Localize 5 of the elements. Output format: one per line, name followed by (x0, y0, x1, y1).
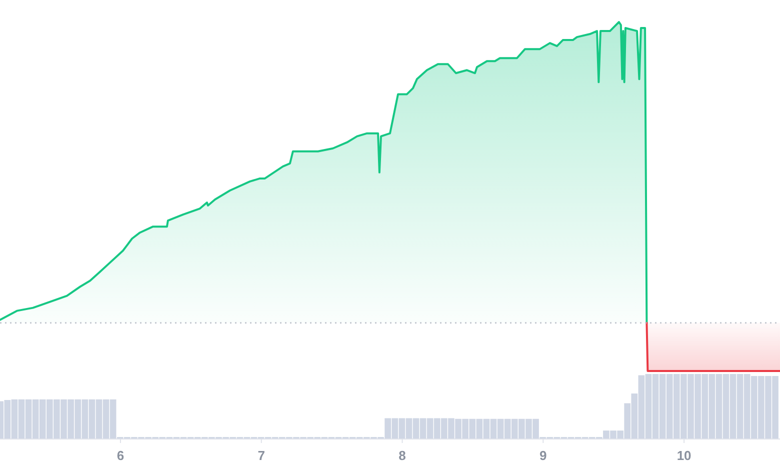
x-tick-label: 10 (676, 448, 692, 464)
x-tick-label: 6 (116, 448, 124, 464)
x-tick-label: 7 (258, 448, 265, 464)
x-tick-label: 8 (398, 448, 406, 464)
x-tick-label: 9 (540, 448, 547, 464)
